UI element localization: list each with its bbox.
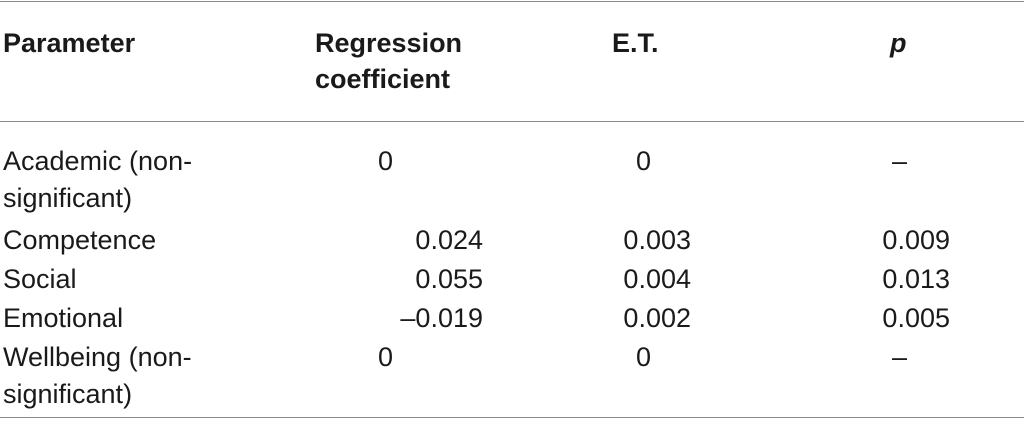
row-emotional-parameter: Emotional (3, 303, 124, 333)
row-wellbeing-regression: 0 (378, 342, 394, 372)
row-wellbeing-p: – (892, 342, 908, 372)
bottom-rule (0, 417, 1024, 418)
row-academic-parameter-line2: significant) (3, 183, 133, 213)
row-academic-et: 0 (636, 146, 652, 176)
header-parameter: Parameter (3, 28, 136, 58)
row-wellbeing-et: 0 (636, 342, 652, 372)
row-emotional-p: 0.005 (882, 303, 950, 333)
row-competence-regression: 0.024 (415, 225, 483, 255)
row-academic-p: – (892, 146, 908, 176)
row-wellbeing-parameter-line2: significant) (3, 379, 133, 409)
top-rule (0, 1, 1024, 2)
header-et: E.T. (612, 28, 659, 58)
header-rule (0, 121, 1024, 122)
row-emotional-regression: –0.019 (400, 303, 483, 333)
row-emotional-et: 0.002 (623, 303, 691, 333)
row-competence-et: 0.003 (623, 225, 691, 255)
row-competence-p: 0.009 (882, 225, 950, 255)
header-regression-line1: Regression (315, 28, 463, 58)
row-wellbeing-parameter-line1: Wellbeing (non- (3, 342, 192, 372)
row-academic-parameter-line1: Academic (non- (3, 146, 193, 176)
row-academic-regression: 0 (378, 146, 394, 176)
header-p: p (890, 28, 907, 58)
row-social-et: 0.004 (623, 264, 691, 294)
row-social-regression: 0.055 (415, 264, 483, 294)
header-regression-line2: coefficient (315, 64, 451, 94)
row-social-parameter: Social (3, 264, 77, 294)
row-competence-parameter: Competence (3, 225, 157, 255)
row-social-p: 0.013 (882, 264, 950, 294)
